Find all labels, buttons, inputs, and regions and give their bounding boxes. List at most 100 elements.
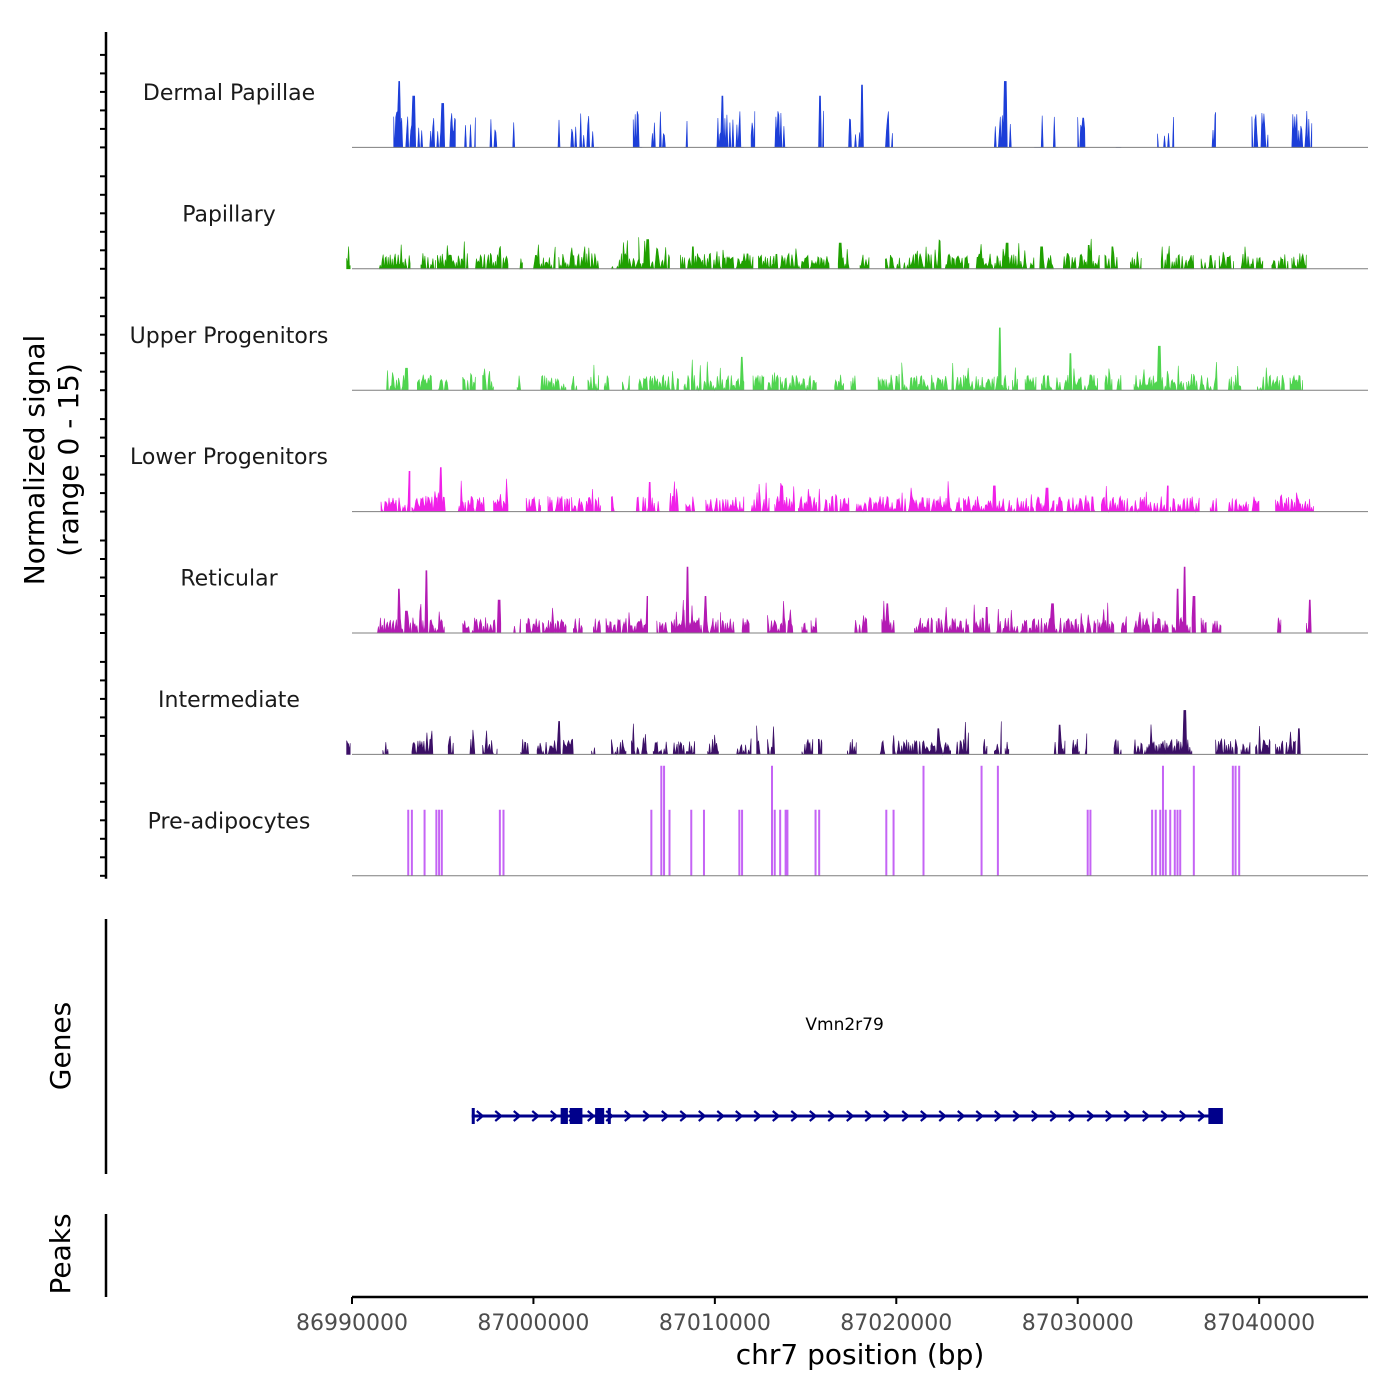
signal-region (378, 244, 411, 270)
x-tick-label: 87020000 (840, 1311, 952, 1336)
signal-region (1218, 251, 1234, 270)
signal-region (633, 482, 661, 512)
signal-region (772, 111, 788, 148)
signal-region (652, 741, 669, 755)
strand-arrow (587, 1110, 596, 1122)
signal-region (1215, 737, 1238, 755)
signal-region (380, 471, 411, 512)
signal-region (1240, 742, 1251, 755)
track-upper-progenitors: Upper Progenitors (130, 324, 1368, 392)
strand-arrow (513, 1110, 522, 1122)
gene-panel: Genes Vmn2r79 (44, 919, 1223, 1174)
signal-region (1289, 374, 1303, 391)
signal-region (1133, 611, 1169, 634)
signal-region (513, 618, 522, 634)
coverage-tracks: Dermal Papillae Papillary Upper Progenitor… (130, 81, 1368, 877)
signal-region (1097, 602, 1115, 634)
signal-region (469, 729, 476, 755)
signal-region (346, 740, 351, 755)
signal-region (1240, 246, 1264, 270)
signal-region (1211, 620, 1222, 634)
signal-region (736, 738, 752, 756)
signal-region (557, 119, 561, 148)
signal-region (437, 378, 449, 391)
signal-region (683, 566, 719, 634)
x-tick-label: 87010000 (659, 1311, 771, 1336)
signal-region (1113, 739, 1122, 755)
signal-region (1039, 246, 1055, 270)
signal-region (638, 237, 670, 270)
signal-region (680, 246, 712, 270)
signal-region (801, 739, 814, 755)
track-label: Reticular (180, 567, 278, 592)
strand-arrow (1012, 1110, 1021, 1122)
signal-region (1200, 617, 1207, 634)
strand-arrow (494, 1110, 503, 1122)
signal-region (540, 374, 567, 391)
signal-region (1200, 255, 1216, 270)
signal-region (1004, 741, 1010, 755)
signal-region (1171, 566, 1191, 634)
signal-region (1233, 365, 1242, 391)
signal-region (587, 364, 599, 392)
signal-region (411, 491, 438, 513)
signal-region (994, 608, 1022, 634)
signal-region (741, 618, 750, 634)
signal-region (1295, 728, 1303, 755)
signal-region (482, 730, 498, 755)
signal-region (1053, 724, 1066, 755)
signal-region (542, 607, 567, 634)
signal-region (1062, 613, 1097, 634)
strand-arrow (550, 1110, 559, 1122)
x-axis: 86990000 87000000 87010000 87020000 87030000… (296, 1295, 1368, 1371)
signal-region (787, 609, 794, 634)
signal-region (772, 248, 830, 270)
signal-region (756, 725, 761, 755)
signal-region (845, 84, 864, 148)
signal-region (877, 481, 962, 512)
signal-region (1104, 246, 1118, 270)
signal-region (1251, 112, 1269, 148)
signal-region (489, 119, 498, 148)
signal-region (994, 485, 1035, 512)
exon (560, 1108, 568, 1124)
signal-region (847, 739, 857, 755)
signal-region (1291, 253, 1307, 270)
signal-region (678, 741, 696, 755)
x-tick-label: 86990000 (296, 1311, 408, 1336)
signal-region (1021, 603, 1062, 634)
signal-region (593, 618, 601, 634)
signal-region (611, 496, 617, 512)
signal-region (393, 81, 456, 148)
signal-region (496, 599, 502, 634)
signal-region (975, 242, 1010, 270)
signal-region (850, 375, 857, 391)
signal-region (651, 111, 666, 148)
strand-arrow (1197, 1110, 1206, 1122)
signal-region (914, 617, 933, 634)
strand-arrow (975, 1110, 984, 1122)
signal-region (993, 81, 1013, 148)
signal-region (1157, 116, 1175, 148)
x-tick-label: 87040000 (1203, 1311, 1315, 1336)
signal-region (1077, 117, 1086, 148)
signal-region (850, 496, 879, 513)
strand-arrow (846, 1110, 855, 1122)
signal-region (714, 95, 744, 148)
signal-region (683, 375, 690, 391)
signal-region (1271, 254, 1289, 270)
x-tick-label: 87030000 (1022, 1311, 1134, 1336)
strand-arrow (642, 1110, 651, 1122)
signal-region (547, 496, 570, 512)
signal-region (917, 239, 970, 270)
signal-region (901, 362, 966, 391)
signal-region (571, 375, 578, 391)
signal-region (823, 494, 850, 512)
strand-arrow (772, 1110, 781, 1122)
signal-region (1275, 731, 1296, 755)
signal-region (382, 742, 389, 755)
signal-region (1035, 487, 1055, 512)
strand-arrow (716, 1110, 725, 1122)
exon (569, 1108, 583, 1124)
signal-region (1130, 251, 1142, 270)
